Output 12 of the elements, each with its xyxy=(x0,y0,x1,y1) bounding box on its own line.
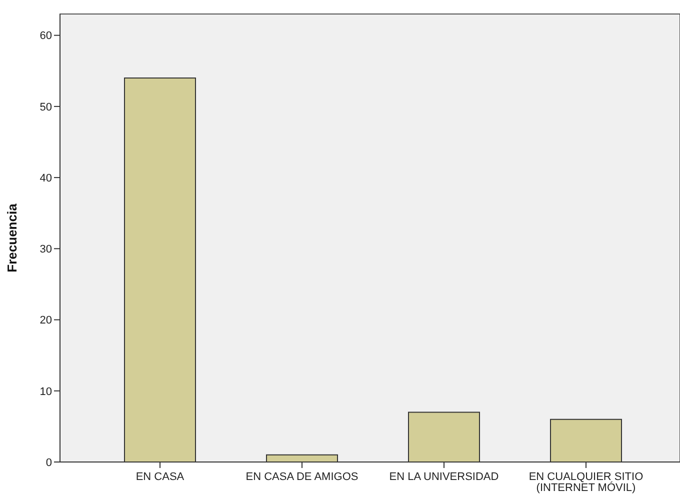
y-tick-label: 10 xyxy=(40,386,52,398)
y-tick-label: 0 xyxy=(46,456,52,469)
y-tick-label: 60 xyxy=(40,30,52,42)
x-tick-label: EN CASA xyxy=(136,471,185,483)
y-tick-label: 30 xyxy=(40,244,52,256)
y-tick-label: 20 xyxy=(40,314,52,327)
y-tick-label: 50 xyxy=(40,101,52,114)
y-axis-title: Frecuencia xyxy=(4,202,20,272)
y-tick-label: 40 xyxy=(40,172,52,184)
x-tick-label: EN CUALQUIER SITIO (INTERNET MÓVIL) xyxy=(528,471,644,494)
x-tick-label: EN CASA DE AMIGOS xyxy=(246,471,358,483)
x-tick-label: EN LA UNIVERSIDAD xyxy=(389,471,499,483)
